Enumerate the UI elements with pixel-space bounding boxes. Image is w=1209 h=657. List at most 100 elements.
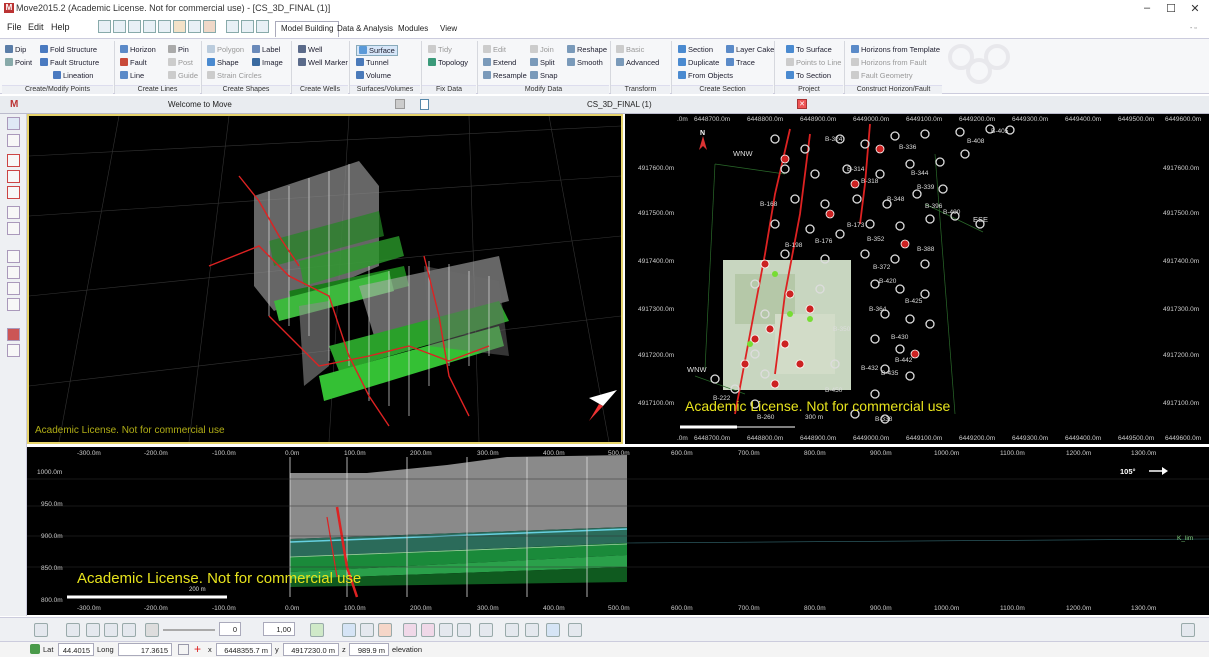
box-select-icon[interactable] [7,170,20,183]
edit-button[interactable]: Edit [483,45,506,54]
tab-cs-3d-final[interactable]: CS_3D_FINAL (1) [587,100,652,109]
pin-button[interactable]: Pin [168,45,189,54]
snap-button[interactable]: Snap [530,71,558,80]
angle-spinbox[interactable]: 0 [219,622,241,636]
section-view[interactable]: -300.0m -200.0m -100.0m 0.0m 100.0m 200.… [27,447,1209,615]
strain-circles-button[interactable]: Strain Circles [207,71,262,80]
pick-point-icon[interactable] [178,644,189,655]
fault-geometry-button[interactable]: Fault Geometry [851,71,913,80]
crosshair-icon[interactable] [479,623,493,637]
select-tool-icon[interactable] [7,117,20,130]
orbit-icon[interactable] [86,623,100,637]
clip-icon[interactable] [378,623,392,637]
topology-button[interactable]: Topology [428,58,468,67]
fold-structure-button[interactable]: Fold Structure [40,45,97,54]
section-button[interactable]: Section [678,45,713,54]
pointer-tool-icon[interactable] [7,134,20,147]
volume-button[interactable]: Volume [356,71,391,80]
query-icon[interactable] [439,623,453,637]
view-3d-icon[interactable] [241,20,254,33]
tab-model-building[interactable]: Model Building [275,21,340,37]
filter-icon[interactable] [403,623,417,637]
zoom-reset-icon[interactable] [34,623,48,637]
navigate-icon[interactable] [310,623,324,637]
surface-button[interactable]: Surface [356,45,398,56]
points-to-line-button[interactable]: Points to Line [786,58,841,67]
tab-view[interactable]: View [440,24,458,33]
split-button[interactable]: Split [530,58,555,67]
legend-icon[interactable] [546,623,560,637]
draw-tool-icon[interactable] [7,154,20,167]
menu-file[interactable]: File [7,22,22,32]
node-tool-icon[interactable] [7,298,20,311]
tab-modules[interactable]: Modules [398,24,429,33]
dip-button[interactable]: Dip [5,45,26,54]
rotate-tool-icon[interactable] [7,222,20,235]
layer-cake-button[interactable]: Layer Cake [726,45,774,54]
ribbon-restore-icon[interactable]: - ▫ [1190,25,1197,32]
tunnel-button[interactable]: Tunnel [356,58,389,67]
color-tool-icon[interactable] [7,328,20,341]
lasso-icon[interactable] [7,186,20,199]
view-section-icon[interactable] [256,20,269,33]
well-marker-button[interactable]: Well Marker [298,58,348,67]
menu-help[interactable]: Help [51,22,70,32]
duplicate-button[interactable]: Duplicate [678,58,719,67]
measure-icon[interactable] [7,250,20,263]
snapshot-icon[interactable] [342,623,356,637]
tab-welcome[interactable]: Welcome to Move [168,100,232,109]
point-button[interactable]: Point [5,58,32,67]
pan-icon[interactable] [66,623,80,637]
snap-tool-icon[interactable] [7,282,20,295]
scale-spinbox[interactable]: 1,00 [263,622,295,636]
reshape-button[interactable]: Reshape [567,45,607,54]
query-2-icon[interactable] [457,623,471,637]
grid-icon[interactable] [360,623,374,637]
import-icon[interactable] [158,20,171,33]
well-button[interactable]: Well [298,45,322,54]
crosshair-red-icon[interactable]: + [194,642,202,656]
basic-button[interactable]: Basic [616,45,644,54]
minimize-button[interactable]: – [1143,2,1151,14]
redo-icon[interactable] [203,20,216,33]
to-surface-button[interactable]: To Surface [786,45,832,54]
display-options-icon[interactable] [525,623,539,637]
trace-button[interactable]: Trace [726,58,755,67]
light-slider[interactable] [163,629,215,631]
from-objects-button[interactable]: From Objects [678,71,733,80]
fault-structure-button[interactable]: Fault Structure [40,58,99,67]
filter-2-icon[interactable] [421,623,435,637]
save-as-icon[interactable] [143,20,156,33]
tidy-button[interactable]: Tidy [428,45,452,54]
advanced-button[interactable]: Advanced [616,58,659,67]
label-button[interactable]: Label [252,45,280,54]
close-button[interactable]: ✕ [1190,3,1200,15]
guide-button[interactable]: Guide [168,71,198,80]
layers-tool-icon[interactable] [7,344,20,357]
fit-icon[interactable] [104,623,118,637]
extend-button[interactable]: Extend [483,58,516,67]
fault-button[interactable]: Fault [120,58,147,67]
close-document-icon[interactable]: ✕ [797,99,807,109]
resample-button[interactable]: Resample [483,71,527,80]
horizons-from-template-button[interactable]: Horizons from Template [851,45,940,54]
zoom-icon[interactable] [122,623,136,637]
undo-icon[interactable] [188,20,201,33]
horizon-button[interactable]: Horizon [120,45,156,54]
maximize-button[interactable]: ☐ [1166,3,1176,15]
lineation-button[interactable]: Lineation [53,71,93,80]
new-icon[interactable] [98,20,111,33]
export-icon[interactable] [173,20,186,33]
line-button[interactable]: Line [120,71,144,80]
home-icon[interactable] [505,623,519,637]
settings-icon[interactable] [568,623,582,637]
image-button[interactable]: Image [252,58,283,67]
move-tool-icon[interactable] [7,206,20,219]
pick-icon[interactable] [7,266,20,279]
open-icon[interactable] [113,20,126,33]
to-section-button[interactable]: To Section [786,71,831,80]
horizons-from-fault-button[interactable]: Horizons from Fault [851,58,926,67]
3d-view[interactable]: Academic License. Not for commercial use [27,114,623,444]
post-button[interactable]: Post [168,58,193,67]
tab-data-analysis[interactable]: Data & Analysis [337,24,394,33]
